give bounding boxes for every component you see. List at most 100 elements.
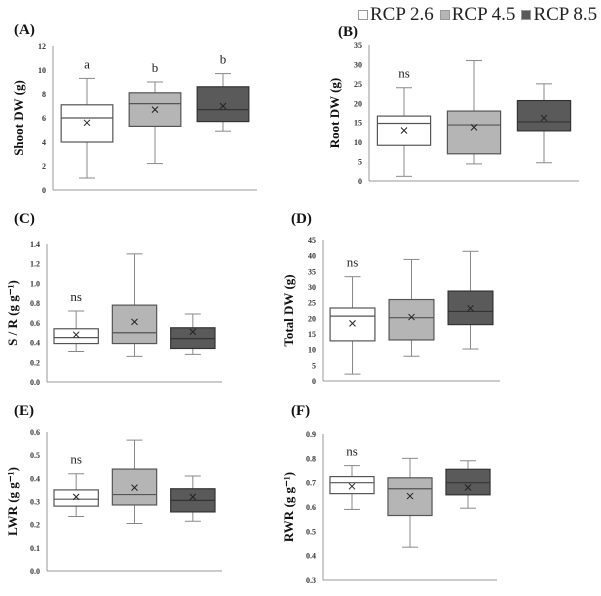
significance-label: a [84,56,90,71]
mean-marker [72,331,80,339]
box [516,99,572,132]
y-tick-label: 0.8 [306,454,316,463]
legend-swatch [439,10,450,20]
mean-marker [540,114,548,122]
box [445,468,491,496]
y-tick-label: 6 [42,114,46,123]
y-tick-label: 0.3 [30,498,40,507]
mean-marker [467,304,474,312]
y-tick-label: 0.4 [30,474,40,483]
y-tick-label: 8 [42,90,46,99]
panel-label-d: (D) [291,211,312,227]
mean-marker [189,328,197,336]
legend-label: RCP 2.6 [370,4,434,25]
y-tick-label: 0 [42,186,46,195]
significance-label: ns [346,444,358,459]
y-tick-label: 0.6 [30,428,40,437]
box [446,110,502,155]
y-axis-label: LWR (g g⁻¹) [5,467,20,536]
y-tick-label: 0.8 [30,299,40,308]
box [329,307,376,342]
legend-label: RCP 8.5 [533,4,598,25]
y-tick-label: 1.2 [30,260,40,269]
significance-label: ns [70,452,82,467]
y-tick-label: 0.5 [30,451,40,460]
box [53,328,99,345]
y-tick-label: 0.4 [30,339,40,348]
y-tick-label: 25 [308,299,316,308]
y-tick-label: 2 [42,162,46,171]
y-tick-label: 20 [354,99,362,108]
mean-marker [349,319,356,327]
y-tick-label: 5 [358,158,362,167]
y-tick-label: 20 [308,314,316,323]
y-tick-label: 35 [354,41,362,50]
legend: RCP 2.6 RCP 4.5 RCP 8.5 [358,4,597,26]
mean-marker [400,127,408,134]
mean-marker [72,493,80,501]
y-tick-label: 0.0 [30,567,40,576]
mean-marker [131,318,138,326]
y-tick-label: 40 [308,252,316,261]
mean-marker [406,492,414,500]
y-tick-label: 30 [354,60,362,69]
y-tick-label: 0.3 [306,576,316,585]
panel-label-c: (C) [14,211,35,227]
legend-swatch [358,10,368,20]
y-tick-label: 25 [354,80,362,89]
y-tick-label: 12 [38,42,46,51]
y-tick-label: 0.5 [306,527,316,536]
y-tick-label: 1.0 [30,279,40,288]
panel-label-f: (F) [291,403,311,419]
significance-label: b [220,52,227,67]
panel-label-e: (E) [14,403,34,419]
y-tick-label: 0.4 [306,552,316,561]
y-axis-label: Root DW (g) [327,78,342,149]
y-tick-label: 0.0 [30,378,40,387]
y-tick-label: 0.2 [30,358,40,367]
box [388,298,435,341]
y-tick-label: 0.2 [30,521,40,530]
mean-marker [83,119,91,127]
mean-marker [151,106,159,113]
significance-label: ns [398,66,410,81]
legend-swatch [521,10,532,20]
box [329,475,375,495]
y-tick-label: 0 [312,377,316,386]
y-axis-label: RWR (g g⁻¹) [281,472,296,542]
legend-item-rcp85: RCP 8.5 [521,4,597,26]
significance-label: b [152,60,159,75]
mean-marker [464,484,472,491]
y-axis-label: Shoot DW (g) [11,80,26,156]
y-tick-label: 10 [38,66,46,75]
y-tick-label: 0.1 [30,544,40,553]
legend-label: RCP 4.5 [451,4,516,25]
mean-marker [189,493,197,501]
y-tick-label: 1.4 [30,240,40,249]
panel-label-b: (B) [338,24,358,40]
y-tick-label: 35 [308,267,316,276]
mean-marker [219,102,227,110]
mean-marker [131,484,138,491]
y-tick-label: 4 [42,138,46,147]
y-tick-label: 15 [354,119,362,128]
mean-marker [348,482,356,490]
legend-item-rcp26: RCP 2.6 [358,4,434,26]
y-tick-label: 30 [308,283,316,292]
y-tick-label: 45 [308,236,316,245]
box [111,304,158,345]
y-axis-label: Total DW (g) [281,274,296,346]
y-tick-label: 0.7 [306,479,316,488]
y-tick-label: 0.6 [306,503,316,512]
significance-label: ns [70,289,82,304]
mean-marker [408,313,415,321]
panel-label-a: (A) [14,22,35,38]
y-tick-label: 0 [358,177,362,186]
significance-label: ns [347,255,359,270]
legend-item-rcp45: RCP 4.5 [439,4,516,26]
y-tick-label: 10 [308,346,316,355]
box [196,86,250,123]
y-tick-label: 0.9 [306,430,316,439]
